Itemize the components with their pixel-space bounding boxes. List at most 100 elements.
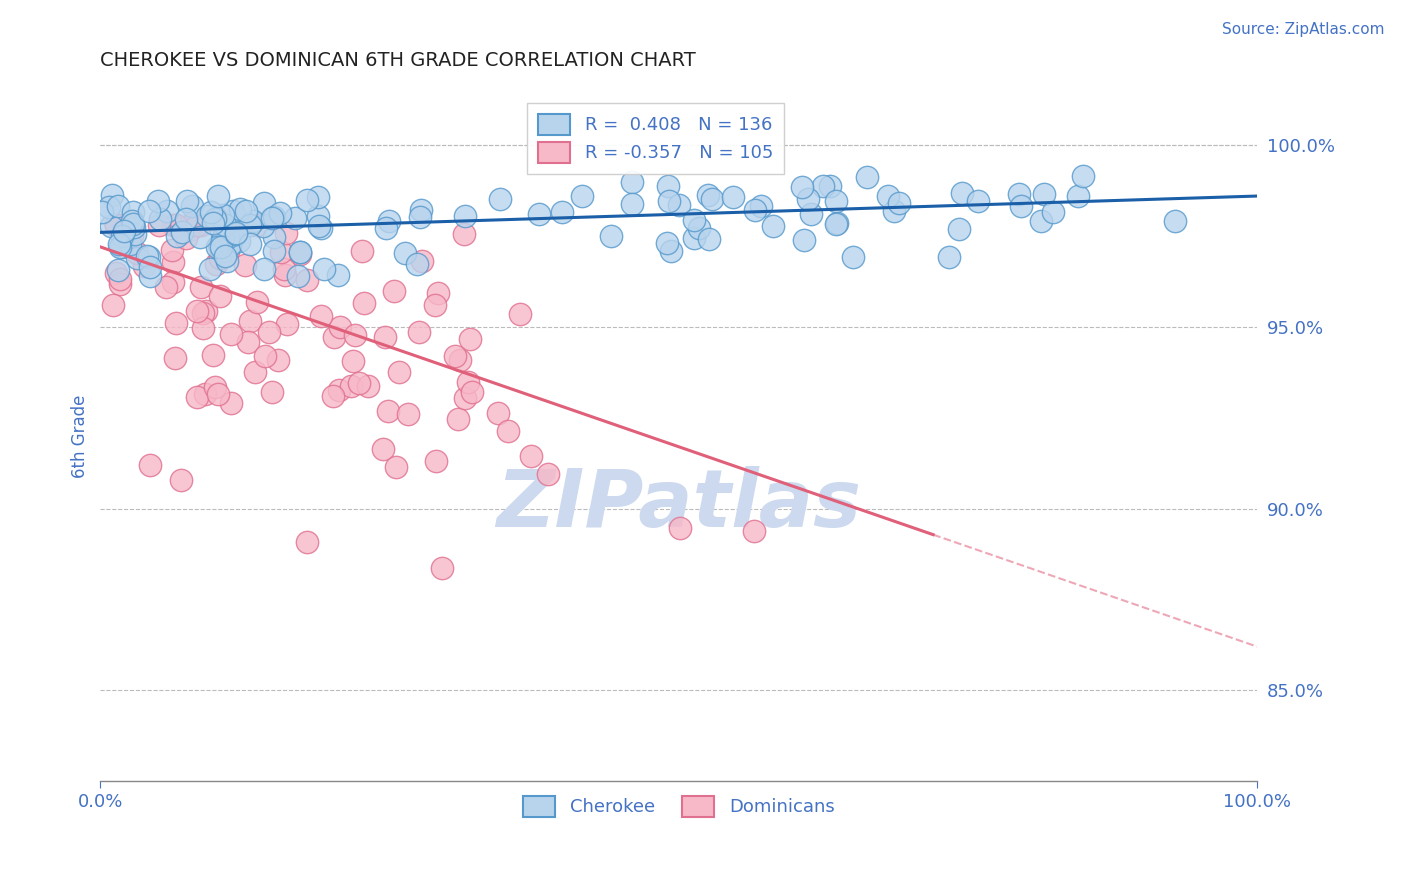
- Point: [165, 218, 187, 232]
- Point: [214, 249, 236, 263]
- Point: [236, 335, 259, 350]
- Point: [267, 352, 290, 367]
- Point: [1011, 199, 1033, 213]
- Point: [221, 326, 243, 341]
- Point: [172, 225, 194, 239]
- Point: [263, 210, 285, 224]
- Point: [682, 213, 704, 227]
- Point: [287, 268, 309, 283]
- Point: [288, 244, 311, 259]
- Point: [127, 245, 149, 260]
- Point: [263, 244, 285, 259]
- Point: [111, 240, 134, 254]
- Point: [262, 385, 284, 400]
- Point: [297, 535, 319, 549]
- Point: [165, 218, 187, 232]
- Point: [165, 351, 187, 366]
- Point: [371, 442, 394, 456]
- Point: [105, 218, 128, 232]
- Point: [374, 330, 396, 344]
- Point: [91, 204, 114, 219]
- Point: [274, 226, 297, 240]
- Point: [409, 202, 432, 217]
- Point: [288, 244, 311, 259]
- Point: [269, 206, 291, 220]
- Point: [165, 316, 187, 330]
- Point: [411, 254, 433, 268]
- Point: [825, 194, 848, 208]
- Point: [229, 202, 252, 216]
- Point: [309, 309, 332, 323]
- Point: [148, 218, 170, 232]
- Point: [139, 260, 162, 274]
- Point: [186, 304, 208, 318]
- Point: [252, 219, 274, 233]
- Point: [138, 268, 160, 283]
- Point: [124, 227, 146, 241]
- Point: [246, 218, 269, 232]
- Point: [825, 216, 848, 230]
- Point: [112, 224, 135, 238]
- Point: [121, 218, 143, 232]
- Point: [408, 325, 430, 339]
- Point: [176, 194, 198, 208]
- Point: [276, 317, 298, 331]
- Point: [217, 254, 239, 268]
- Point: [938, 250, 960, 264]
- Point: [228, 235, 250, 249]
- Point: [447, 411, 470, 425]
- Point: [751, 198, 773, 212]
- Point: [856, 169, 879, 184]
- Point: [156, 203, 179, 218]
- Point: [207, 188, 229, 202]
- Point: [457, 375, 479, 389]
- Point: [284, 211, 307, 225]
- Point: [825, 217, 848, 231]
- Point: [242, 214, 264, 228]
- Point: [668, 521, 690, 535]
- Point: [887, 196, 910, 211]
- Point: [297, 272, 319, 286]
- Point: [174, 212, 197, 227]
- Point: [274, 268, 297, 282]
- Point: [120, 237, 142, 252]
- Point: [396, 407, 419, 421]
- Point: [599, 229, 621, 244]
- Text: Source: ZipAtlas.com: Source: ZipAtlas.com: [1222, 22, 1385, 37]
- Point: [239, 314, 262, 328]
- Y-axis label: 6th Grade: 6th Grade: [72, 394, 89, 477]
- Point: [245, 294, 267, 309]
- Point: [744, 203, 766, 218]
- Point: [162, 275, 184, 289]
- Point: [793, 233, 815, 247]
- Point: [104, 266, 127, 280]
- Point: [121, 205, 143, 219]
- Point: [449, 352, 471, 367]
- Point: [190, 218, 212, 232]
- Point: [309, 220, 332, 235]
- Point: [100, 187, 122, 202]
- Point: [799, 207, 821, 221]
- Point: [813, 178, 835, 193]
- Point: [329, 319, 352, 334]
- Point: [207, 239, 229, 253]
- Text: CHEROKEE VS DOMINICAN 6TH GRADE CORRELATION CHART: CHEROKEE VS DOMINICAN 6TH GRADE CORRELAT…: [100, 51, 696, 70]
- Point: [121, 228, 143, 243]
- Point: [527, 207, 550, 221]
- Point: [948, 222, 970, 236]
- Point: [209, 251, 232, 265]
- Point: [225, 226, 247, 240]
- Point: [423, 298, 446, 312]
- Point: [208, 289, 231, 303]
- Point: [950, 186, 973, 200]
- Point: [166, 229, 188, 244]
- Point: [496, 425, 519, 439]
- Point: [375, 221, 398, 235]
- Point: [209, 240, 232, 254]
- Point: [1164, 214, 1187, 228]
- Point: [700, 192, 723, 206]
- Point: [262, 211, 284, 226]
- Point: [659, 244, 682, 258]
- Point: [108, 240, 131, 254]
- Point: [212, 226, 235, 240]
